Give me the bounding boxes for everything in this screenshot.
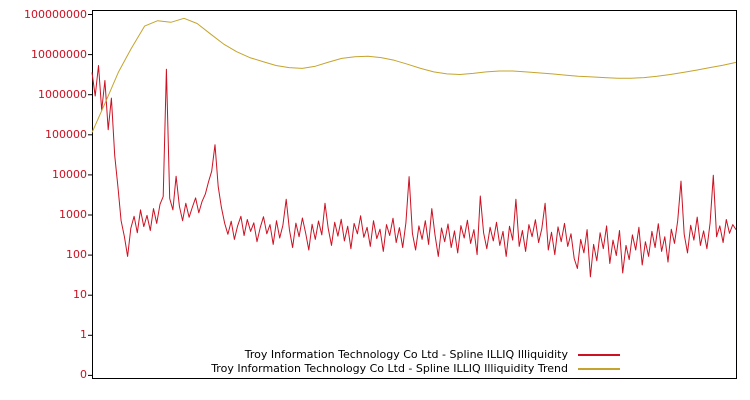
series-line-0 <box>91 65 737 278</box>
y-axis-tick-label: 1000000 <box>38 87 87 101</box>
series-line-1 <box>91 17 737 133</box>
legend-line-sample-trend <box>578 367 620 370</box>
y-axis-tick-label: 10 <box>73 288 87 302</box>
y-axis-tick-label: 1 <box>80 328 87 342</box>
legend: Troy Information Technology Co Ltd - Spl… <box>209 347 622 376</box>
y-axis-tick-label: 0 <box>80 368 87 382</box>
y-axis-tick-label: 1000 <box>59 208 87 221</box>
y-axis-tick-label: 100000000 <box>24 7 87 21</box>
y-axis-tick-label: 100 <box>66 248 87 262</box>
legend-row-illiquidity: Troy Information Technology Co Ltd - Spl… <box>245 348 620 361</box>
y-axis-tick-label: 100000 <box>45 127 87 141</box>
y-axis-tick-label: 10000 <box>52 167 87 181</box>
legend-label-trend: Troy Information Technology Co Ltd - Spl… <box>211 362 568 375</box>
legend-row-trend: Troy Information Technology Co Ltd - Spl… <box>211 362 620 375</box>
legend-label-illiquidity: Troy Information Technology Co Ltd - Spl… <box>244 348 568 361</box>
legend-line-sample-illiquidity <box>578 353 620 356</box>
plot-border <box>92 10 737 379</box>
y-axis-tick-label: 10000000 <box>31 47 87 61</box>
